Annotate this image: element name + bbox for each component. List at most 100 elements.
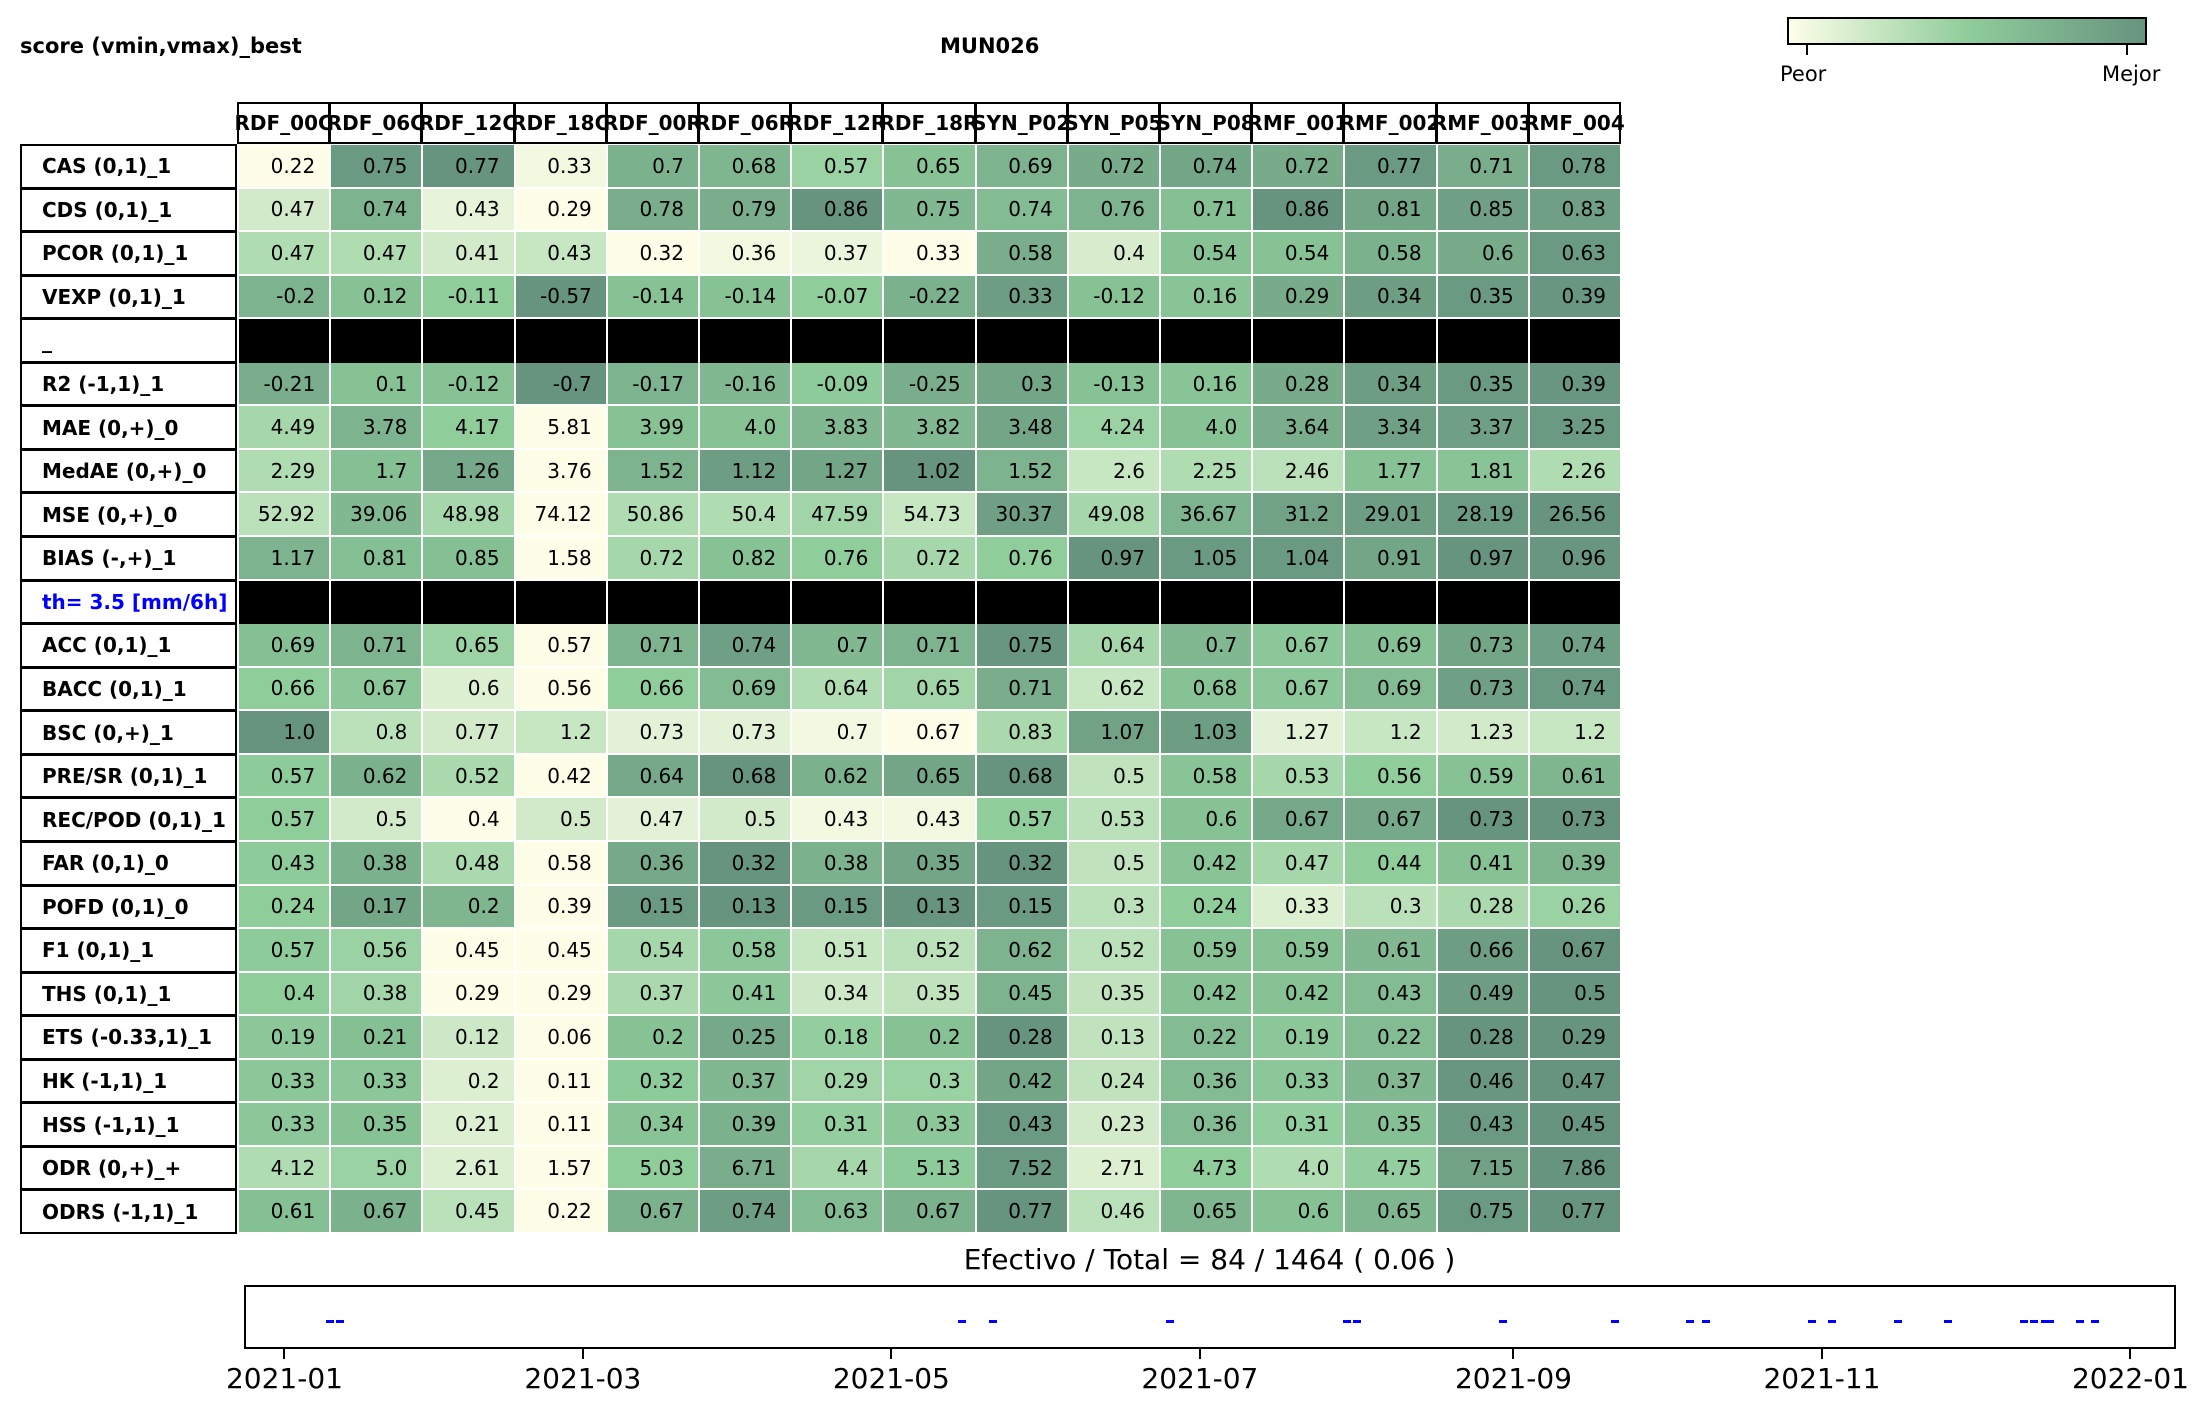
separator-cell — [515, 580, 608, 625]
heatmap-cell: 0.83 — [976, 711, 1069, 755]
heatmap-cell: 6.71 — [700, 1146, 793, 1191]
column-header-rmf_002: RMF_002 — [1340, 102, 1440, 144]
heatmap-cell: 0.61 — [1529, 754, 1622, 799]
x-tick-label: 2021-11 — [1763, 1362, 1881, 1395]
heatmap-cell: 0.86 — [792, 188, 885, 233]
heatmap-cell: 1.81 — [1437, 449, 1530, 494]
row-label: MedAE (0,+)_0 — [20, 448, 237, 494]
x-tick — [283, 1349, 286, 1359]
heatmap-cell: 3.48 — [976, 406, 1069, 450]
event-marker — [958, 1320, 967, 1323]
column-header-rmf_003: RMF_003 — [1432, 102, 1533, 144]
heatmap-cell: -0.21 — [239, 362, 332, 407]
heatmap-cell: 0.4 — [423, 798, 516, 842]
heatmap-cell: 0.36 — [700, 232, 793, 276]
heatmap-cell: 0.7 — [1161, 624, 1254, 668]
heatmap-cell: 0.96 — [1529, 537, 1622, 581]
heatmap-cell: 0.13 — [1068, 1016, 1161, 1060]
x-tick-label: 2022-01 — [2071, 1362, 2189, 1395]
heatmap-cell: 0.77 — [423, 145, 516, 189]
heatmap-cell: 0.58 — [515, 841, 608, 886]
column-header-rdf_18c: RDF_18C — [511, 102, 609, 144]
separator-cell — [700, 319, 793, 363]
heatmap-cell: 0.5 — [515, 798, 608, 842]
heatmap-cell: 0.73 — [607, 711, 700, 755]
heatmap-cell: 0.74 — [1529, 624, 1622, 668]
row-label: VEXP (0,1)_1 — [20, 274, 237, 320]
column-header-rdf_00c: RDF_00C — [235, 102, 333, 144]
separator-cell — [1161, 580, 1254, 625]
heatmap-cell: 0.34 — [607, 1103, 700, 1147]
heatmap-cell: 0.39 — [515, 885, 608, 930]
heatmap-cell: 0.28 — [1437, 885, 1530, 930]
heatmap-cell: 0.5 — [700, 798, 793, 842]
heatmap-cell: 0.54 — [1253, 232, 1346, 276]
heatmap-cell: 0.69 — [976, 145, 1069, 189]
heatmap-cell: 0.5 — [1068, 754, 1161, 799]
colorbar-high-label: Mejor — [2102, 62, 2161, 86]
heatmap-cell: 0.43 — [976, 1103, 1069, 1147]
heatmap-cell: 0.39 — [700, 1103, 793, 1147]
heatmap-cell: 0.43 — [1345, 972, 1438, 1017]
heatmap-cell: 0.77 — [976, 1190, 1069, 1234]
x-tick — [581, 1349, 584, 1359]
colorbar-tick-right — [2126, 45, 2128, 55]
heatmap-cell: 0.43 — [1437, 1103, 1530, 1147]
row-label: CAS (0,1)_1 — [20, 144, 237, 189]
separator-cell — [1253, 580, 1346, 625]
heatmap-cell: 50.4 — [700, 493, 793, 538]
heatmap-cell: 0.47 — [1253, 841, 1346, 886]
heatmap-cell: 0.75 — [884, 188, 977, 233]
heatmap-cell: 0.47 — [239, 232, 332, 276]
x-tick-label: 2021-03 — [524, 1362, 642, 1395]
heatmap-cell: 1.07 — [1068, 711, 1161, 755]
heatmap-cell: 0.34 — [1345, 275, 1438, 320]
heatmap-cell: 1.27 — [792, 449, 885, 494]
heatmap-cell: 2.6 — [1068, 449, 1161, 494]
heatmap-cell: 0.81 — [331, 537, 424, 581]
event-marker — [1610, 1320, 1619, 1323]
heatmap-cell: 0.59 — [1161, 929, 1254, 973]
heatmap-cell: 0.4 — [239, 972, 332, 1017]
separator-cell — [884, 580, 977, 625]
separator-cell — [1253, 319, 1346, 363]
separator-cell — [1068, 580, 1161, 625]
heatmap-cell: 0.38 — [331, 972, 424, 1017]
heatmap-cell: -0.57 — [515, 275, 608, 320]
heatmap-cell: 0.67 — [884, 1190, 977, 1234]
heatmap-cell: 0.53 — [1253, 754, 1346, 799]
heatmap-cell: 5.03 — [607, 1146, 700, 1191]
heatmap-cell: 0.97 — [1437, 537, 1530, 581]
event-marker — [1342, 1320, 1351, 1323]
heatmap-cell: 0.61 — [239, 1190, 332, 1234]
heatmap-cell: 0.12 — [331, 275, 424, 320]
heatmap-cell: 0.74 — [1529, 667, 1622, 712]
heatmap-cell: 0.73 — [1437, 667, 1530, 712]
column-header-rdf_18r: RDF_18R — [880, 102, 978, 144]
heatmap-cell: 3.64 — [1253, 406, 1346, 450]
heatmap-cell: -0.11 — [423, 275, 516, 320]
heatmap-cell: 0.38 — [792, 841, 885, 886]
x-tick-label: 2021-07 — [1141, 1362, 1259, 1395]
heatmap-cell: 3.37 — [1437, 406, 1530, 450]
heatmap-cell: 0.38 — [331, 841, 424, 886]
heatmap-cell: 0.41 — [700, 972, 793, 1017]
heatmap-cell: 0.35 — [884, 972, 977, 1017]
heatmap-cell: 0.52 — [884, 929, 977, 973]
heatmap-cell: 0.65 — [1161, 1190, 1254, 1234]
event-marker — [1686, 1320, 1695, 1323]
heatmap-cell: 0.68 — [1161, 667, 1254, 712]
heatmap-cell: 0.57 — [515, 624, 608, 668]
heatmap-cell: 0.36 — [1161, 1059, 1254, 1104]
heatmap-cell: 0.75 — [1437, 1190, 1530, 1234]
heatmap-cell: 0.33 — [884, 1103, 977, 1147]
heatmap-cell: 0.77 — [1345, 145, 1438, 189]
heatmap-cell: 0.28 — [1253, 362, 1346, 407]
column-header-rdf_06c: RDF_06C — [327, 102, 425, 144]
heatmap-cell: 0.57 — [792, 145, 885, 189]
heatmap-cell: 0.71 — [976, 667, 1069, 712]
separator-cell — [1529, 580, 1622, 625]
event-marker — [1701, 1320, 1710, 1323]
heatmap-cell: 0.12 — [423, 1016, 516, 1060]
heatmap-cell: 0.22 — [239, 145, 332, 189]
